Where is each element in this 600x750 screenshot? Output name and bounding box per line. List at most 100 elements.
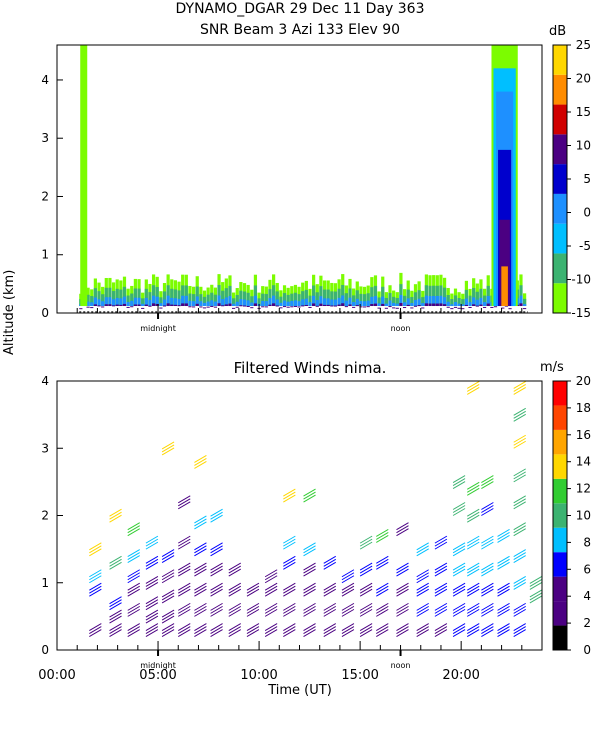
snr-cell — [275, 291, 279, 307]
wind-barb — [127, 525, 140, 534]
wind-barb — [466, 626, 480, 634]
wind-barb — [177, 562, 191, 571]
wind-barb — [246, 626, 260, 634]
wind-barb — [246, 582, 260, 591]
snr-cell — [141, 307, 145, 309]
snr-cell — [319, 296, 323, 307]
wind-barb — [194, 545, 207, 554]
wind-barb — [177, 538, 191, 547]
snr-cell — [141, 303, 145, 307]
snr-cell — [104, 297, 108, 307]
wind-barb — [481, 605, 494, 614]
snr-cell — [268, 298, 272, 307]
wind-barb — [513, 501, 526, 510]
wind-barb — [452, 475, 466, 484]
snr-cell — [282, 300, 287, 307]
wind-barb — [210, 585, 223, 594]
wind-colorbar-swatch — [553, 601, 567, 626]
snr-cell — [250, 296, 254, 307]
wind-colorbar-tick-label: 6 — [583, 562, 591, 576]
snr-colorbar-tick-label: -15 — [571, 306, 591, 320]
wind-barb — [177, 608, 191, 617]
wind-barb — [434, 582, 448, 591]
snr-cell — [111, 305, 116, 307]
snr-cell — [461, 304, 465, 307]
snr-cell — [319, 303, 323, 307]
wind-barb — [396, 528, 409, 537]
wind-barb — [513, 387, 526, 395]
snr-cell — [282, 306, 287, 308]
snr-cell — [424, 285, 428, 307]
snr-cell — [322, 289, 327, 307]
wind-barb — [89, 588, 102, 597]
wind-barb — [452, 478, 466, 487]
snr-cell — [130, 300, 134, 307]
snr-colorbar: -15 -10 -5 0 5 10 15 20 25 — [552, 38, 591, 320]
snr-cell — [199, 306, 203, 308]
wind-barb — [210, 626, 223, 634]
wind-barb — [109, 623, 122, 631]
wind-barb — [228, 629, 242, 637]
wind-barb — [481, 585, 494, 594]
wind-barb — [376, 608, 389, 617]
wind-barb — [303, 605, 316, 614]
snr-cell — [239, 305, 243, 307]
wind-colorbar-swatch — [553, 381, 567, 406]
snr-colorbar-swatch — [553, 74, 567, 105]
wind-barb — [359, 562, 373, 571]
snr-cell — [457, 303, 461, 307]
snr-cell — [279, 296, 283, 307]
snr-cell — [151, 295, 156, 307]
wind-barb — [264, 602, 278, 611]
wind-barb — [466, 568, 480, 577]
snr-cell — [250, 307, 254, 309]
wind-barb — [161, 444, 175, 453]
snr-cell — [493, 306, 498, 308]
wind-barb — [303, 626, 316, 634]
snr-cell — [421, 303, 425, 307]
snr-cell — [348, 297, 352, 307]
wind-barb — [161, 629, 175, 637]
wind-barb — [177, 541, 191, 550]
snr-cell — [184, 295, 188, 307]
snr-cell — [261, 306, 265, 308]
wind-colorbar-tick-label: 4 — [583, 589, 591, 603]
winds-y-tick-label: 2 — [41, 509, 49, 523]
wind-barb — [466, 565, 480, 574]
snr-cell — [442, 304, 447, 307]
snr-cell — [359, 306, 363, 308]
wind-barb — [513, 576, 526, 584]
snr-cell — [402, 295, 407, 307]
snr-cell — [86, 301, 90, 307]
wind-barb — [127, 572, 140, 581]
snr-cell — [224, 297, 228, 307]
snr-cell — [79, 308, 83, 310]
snr-cell — [86, 306, 90, 308]
wind-barb — [109, 558, 122, 567]
wind-barb — [466, 384, 480, 392]
wind-barb — [264, 623, 278, 631]
snr-cell — [177, 298, 181, 307]
wind-barb — [376, 602, 389, 611]
wind-barb — [303, 582, 316, 591]
snr-cell — [482, 302, 487, 307]
wind-barb — [145, 599, 159, 608]
snr-cell — [264, 301, 268, 307]
snr-cell — [464, 304, 469, 307]
snr-colorbar-tick-label: -5 — [579, 239, 591, 253]
wind-barb — [127, 626, 140, 634]
wind-barb — [513, 549, 526, 558]
snr-cell — [399, 302, 403, 307]
wind-barb — [210, 608, 223, 617]
wind-barb — [283, 488, 296, 497]
wind-barb — [177, 495, 191, 504]
wind-barb — [376, 555, 389, 564]
wind-barb — [109, 599, 122, 608]
winds-x-tick-label: 15:00 — [341, 668, 378, 683]
wind-barb — [264, 569, 278, 578]
wind-barb — [283, 585, 296, 594]
wind-barb — [303, 588, 316, 597]
wind-barb — [481, 626, 494, 634]
snr-colorbar-tick-label: 10 — [576, 139, 591, 153]
wind-colorbar-tick-label: 8 — [583, 535, 591, 549]
